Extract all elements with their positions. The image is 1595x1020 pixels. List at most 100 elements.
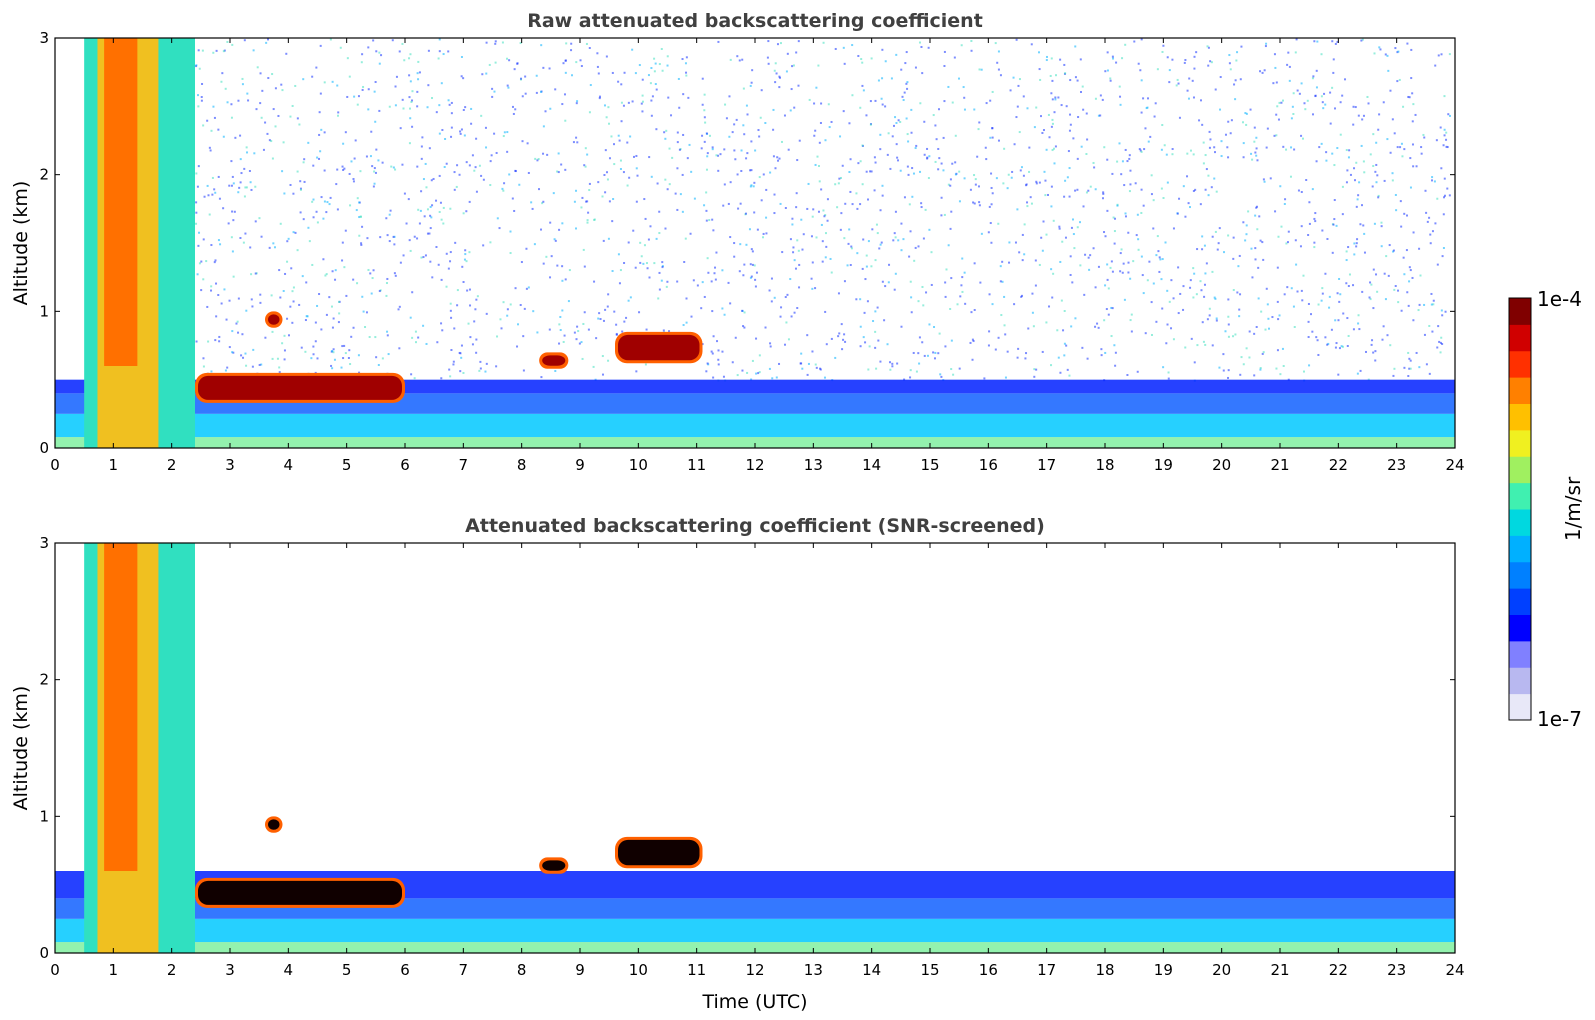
noise-pixel: [1159, 258, 1162, 261]
noise-pixel: [435, 245, 438, 248]
noise-pixel: [1128, 157, 1131, 160]
noise-pixel: [1178, 197, 1181, 200]
noise-pixel: [387, 353, 390, 356]
noise-pixel: [1204, 343, 1207, 346]
noise-pixel: [283, 349, 286, 352]
noise-pixel: [1262, 258, 1265, 261]
noise-pixel: [1360, 39, 1363, 42]
noise-pixel: [1041, 350, 1044, 353]
noise-pixel: [429, 205, 432, 208]
noise-pixel: [232, 182, 235, 185]
noise-pixel: [244, 186, 247, 189]
noise-pixel: [1418, 303, 1421, 306]
noise-pixel: [462, 212, 465, 215]
noise-pixel: [1232, 335, 1235, 338]
y-axis-label: Altitude (km): [10, 181, 32, 306]
noise-pixel: [1051, 296, 1054, 299]
noise-pixel: [834, 356, 837, 359]
noise-pixel: [588, 46, 591, 49]
colorbar-swatch: [1509, 377, 1531, 404]
noise-pixel: [830, 271, 833, 274]
noise-pixel: [408, 239, 411, 242]
noise-pixel: [442, 53, 445, 56]
noise-pixel: [527, 286, 530, 289]
noise-pixel: [370, 292, 373, 295]
noise-pixel: [710, 280, 713, 283]
noise-pixel: [705, 370, 708, 373]
noise-pixel: [676, 208, 679, 211]
noise-pixel: [267, 38, 270, 41]
noise-pixel: [195, 201, 198, 204]
noise-pixel: [943, 213, 946, 216]
noise-pixel: [426, 232, 429, 235]
noise-pixel: [733, 242, 736, 245]
noise-pixel: [1027, 327, 1030, 330]
noise-pixel: [906, 133, 909, 136]
noise-pixel: [653, 262, 656, 265]
noise-pixel: [800, 352, 803, 355]
noise-pixel: [1245, 224, 1248, 227]
noise-pixel: [1044, 194, 1047, 197]
noise-pixel: [201, 49, 204, 52]
noise-pixel: [489, 241, 492, 244]
noise-pixel: [1239, 373, 1242, 376]
noise-pixel: [922, 237, 925, 240]
noise-pixel: [1366, 95, 1369, 98]
noise-pixel: [249, 181, 252, 184]
noise-pixel: [1113, 230, 1116, 233]
noise-pixel: [1374, 359, 1377, 362]
noise-pixel: [1431, 230, 1434, 233]
noise-pixel: [316, 156, 319, 159]
noise-pixel: [907, 173, 910, 176]
noise-pixel: [1202, 141, 1205, 144]
colorbar-scale: [1509, 298, 1531, 721]
noise-pixel: [367, 88, 370, 91]
noise-pixel: [471, 154, 474, 157]
noise-pixel: [489, 184, 492, 187]
noise-pixel: [1403, 148, 1406, 151]
noise-pixel: [954, 173, 957, 176]
noise-pixel: [1249, 108, 1252, 111]
noise-pixel: [1101, 98, 1104, 101]
noise-pixel: [733, 255, 736, 258]
noise-pixel: [1025, 352, 1028, 355]
noise-pixel: [824, 310, 827, 313]
noise-pixel: [1140, 38, 1143, 41]
noise-pixel: [359, 215, 362, 218]
noise-pixel: [1289, 175, 1292, 178]
noise-pixel: [961, 257, 964, 260]
noise-pixel: [1003, 147, 1006, 150]
noise-pixel: [751, 359, 754, 362]
noise-pixel: [542, 200, 545, 203]
noise-pixel: [1294, 51, 1297, 54]
noise-pixel: [1234, 79, 1237, 82]
noise-pixel: [1150, 193, 1153, 196]
noise-pixel: [533, 243, 536, 246]
noise-pixel: [774, 62, 777, 65]
noise-pixel: [348, 75, 351, 78]
noise-pixel: [705, 168, 708, 171]
noise-pixel: [1087, 256, 1090, 259]
x-tick-label: 10: [629, 456, 648, 474]
noise-pixel: [1045, 233, 1048, 236]
noise-pixel: [1123, 298, 1126, 301]
noise-pixel: [301, 275, 304, 278]
noise-pixel: [1049, 74, 1052, 77]
noise-pixel: [1436, 263, 1439, 266]
noise-pixel: [427, 84, 430, 87]
noise-pixel: [703, 295, 706, 298]
noise-pixel: [438, 174, 441, 177]
noise-pixel: [1156, 235, 1159, 238]
noise-pixel: [1202, 162, 1205, 165]
noise-pixel: [1245, 123, 1248, 126]
colorbar-max-label: 1e-4: [1537, 287, 1582, 311]
noise-pixel: [418, 222, 421, 225]
noise-pixel: [1266, 127, 1269, 130]
noise-pixel: [874, 330, 877, 333]
noise-pixel: [1314, 95, 1317, 98]
colorbar-swatch: [1509, 535, 1531, 563]
noise-pixel: [1274, 66, 1277, 69]
noise-pixel: [665, 285, 668, 288]
x-tick-label: 23: [1387, 961, 1406, 979]
noise-pixel: [231, 250, 234, 253]
